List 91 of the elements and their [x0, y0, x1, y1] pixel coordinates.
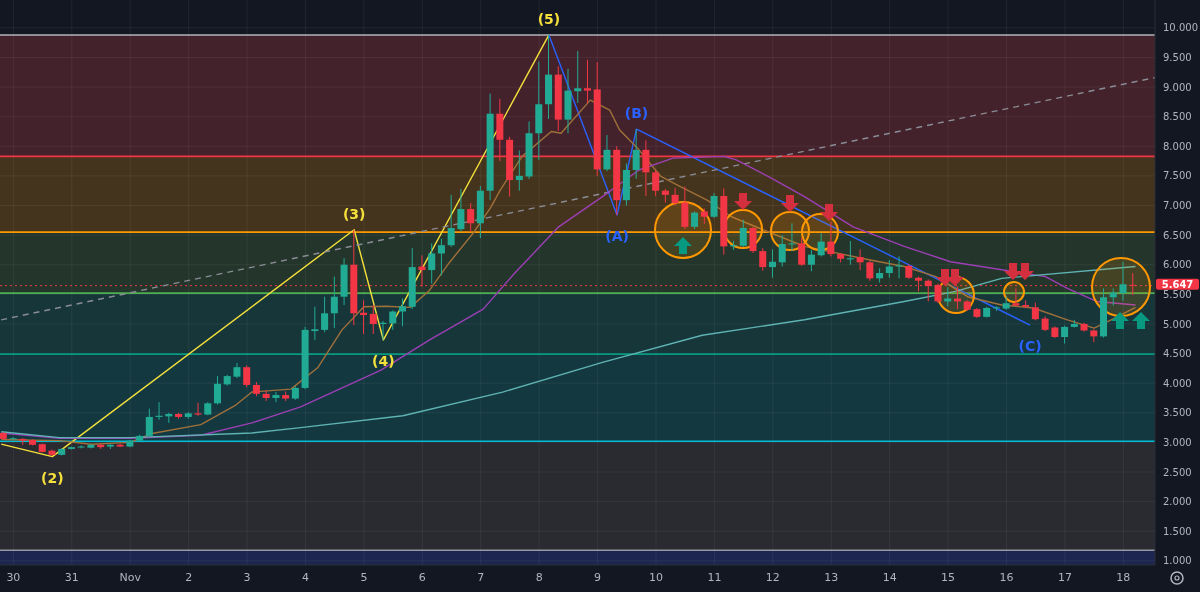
x-tick-label: 5: [360, 570, 368, 584]
candlestick: [447, 194, 455, 248]
candlestick: [866, 260, 874, 282]
annotation: (3): [342, 205, 366, 222]
candlestick: [330, 276, 338, 329]
candlestick: [398, 297, 406, 327]
candlestick: [243, 364, 251, 388]
candlestick: [467, 202, 475, 233]
annotation: (5): [537, 10, 561, 27]
candlestick: [944, 286, 952, 307]
candlestick: [603, 134, 611, 172]
candlestick: [895, 255, 903, 279]
y-tick-label: 10.000: [1163, 22, 1198, 34]
y-tick-label: 3.500: [1163, 407, 1192, 419]
candlestick: [272, 391, 280, 403]
y-tick-label: 6.000: [1163, 259, 1192, 271]
candlestick: [632, 128, 640, 180]
x-tick-label: 17: [1057, 570, 1072, 584]
x-tick-label: 15: [941, 570, 956, 584]
y-tick-label: 8.500: [1163, 111, 1192, 123]
candlestick: [321, 296, 329, 333]
annotation: (4): [372, 352, 395, 369]
candlestick: [1012, 287, 1020, 307]
y-tick-label: 6.500: [1163, 229, 1192, 241]
x-tick-label: 31: [64, 570, 79, 584]
x-tick-label: 3: [243, 570, 251, 584]
x-tick-label: 11: [707, 570, 722, 584]
annotation: (A): [605, 227, 629, 244]
x-tick-label: 4: [301, 570, 309, 584]
candlestick: [574, 50, 582, 104]
candlestick: [428, 242, 436, 285]
y-tick-label: 3.000: [1163, 436, 1192, 448]
y-tick-label: 7.500: [1163, 170, 1192, 182]
candlestick: [145, 408, 153, 437]
candlestick: [389, 309, 397, 331]
y-tick-label: 9.000: [1163, 81, 1192, 93]
annotation: (2): [41, 469, 64, 486]
candlestick: [739, 219, 747, 248]
y-tick-label: 9.500: [1163, 52, 1192, 63]
candlestick: [759, 247, 767, 272]
annotation: (B): [624, 105, 649, 122]
candlestick: [798, 236, 806, 267]
x-tick-label: Nov: [119, 570, 142, 584]
x-tick-label: 2: [185, 570, 193, 584]
x-tick-label: 13: [824, 570, 839, 584]
x-tick-label: 6: [418, 570, 426, 584]
y-tick-label: 4.000: [1163, 377, 1192, 389]
candlestick: [437, 238, 445, 276]
candlestick: [924, 279, 932, 302]
candlestick: [788, 222, 796, 252]
candlestick: [827, 221, 835, 257]
x-tick-label: 30: [6, 570, 21, 584]
x-tick-label: 8: [535, 570, 543, 584]
candlestick: [652, 169, 660, 197]
candlestick: [515, 149, 523, 192]
y-tick-label: 5.500: [1163, 288, 1192, 300]
x-tick-label: 18: [1116, 570, 1131, 584]
candlestick: [369, 304, 377, 335]
candlestick: [807, 249, 815, 272]
candlestick: [671, 187, 679, 207]
y-tick-label: 5.000: [1163, 318, 1192, 330]
y-tick-label: 7.000: [1163, 200, 1192, 212]
y-tick-label: 2.000: [1163, 496, 1192, 508]
x-tick-label: 12: [765, 570, 780, 584]
candlestick: [213, 375, 221, 405]
candlestick: [953, 286, 961, 310]
candlestick: [768, 248, 776, 279]
candlestick: [856, 248, 864, 271]
candlestick: [9, 436, 17, 440]
x-tick-label: 16: [999, 570, 1014, 584]
y-tick-label: 4.500: [1163, 348, 1192, 360]
candlestick: [194, 402, 202, 417]
ref-line-label: 5.647: [1161, 278, 1194, 290]
candlestick: [311, 306, 319, 341]
y-tick-label: 1.000: [1163, 555, 1192, 567]
x-tick-label: 14: [882, 570, 897, 584]
candlestick: [583, 59, 591, 104]
candlestick: [1119, 261, 1127, 302]
annotation: (C): [1018, 338, 1042, 355]
x-tick-label: 7: [477, 570, 485, 584]
x-tick-label: 9: [594, 570, 602, 584]
x-tick-label: 10: [649, 570, 663, 584]
y-tick-label: 8.000: [1163, 140, 1192, 152]
candlestick: [817, 232, 825, 257]
y-tick-label: 1.500: [1163, 525, 1192, 537]
candlestick: [778, 234, 786, 268]
candlestick: [710, 192, 718, 219]
candlestick: [457, 188, 465, 233]
candlestick: [934, 283, 942, 304]
candlestick: [749, 226, 757, 254]
y-tick-label: 2.500: [1163, 466, 1192, 478]
